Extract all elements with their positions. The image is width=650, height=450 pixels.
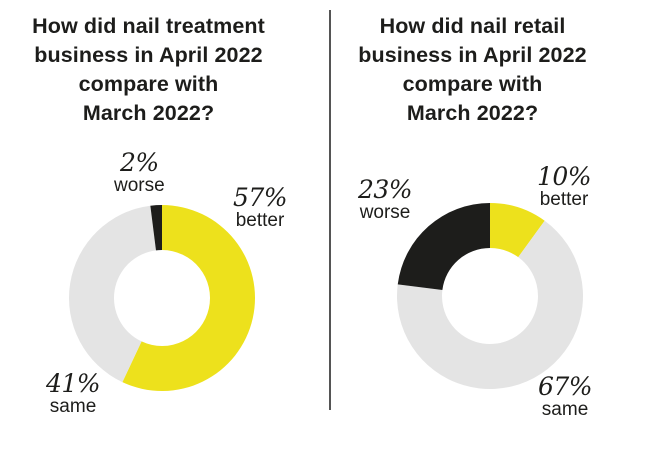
treatment-worse-text: worse: [114, 175, 165, 196]
retail-worse-value: 23%: [358, 175, 413, 204]
retail-better-label: 10% better: [537, 162, 592, 210]
treatment-chart-panel: How did nail treatment business in April…: [32, 14, 288, 417]
retail-worse-text: worse: [359, 202, 411, 223]
treatment-slice-better: [122, 205, 256, 392]
retail-donut-chart: [397, 203, 583, 389]
treatment-worse-label: 2% worse: [114, 150, 165, 196]
retail-same-value: 67%: [538, 372, 593, 401]
retail-worse-label: 23% worse: [358, 175, 413, 223]
treatment-same-value: 41%: [46, 369, 101, 398]
treatment-better-label: 57% better: [233, 183, 288, 231]
treatment-better-value: 57%: [233, 183, 288, 212]
retail-same-text: same: [541, 399, 589, 420]
retail-chart-panel: How did nail retail business in April 20…: [326, 0, 650, 450]
treatment-slice-same: [69, 205, 156, 383]
retail-slice-better: [490, 203, 545, 258]
treatment-better-text: better: [235, 210, 285, 231]
retail-slice-same: [397, 220, 583, 389]
treatment-same-label: 41% same: [46, 369, 101, 417]
retail-better-text: better: [539, 189, 589, 210]
treatment-same-text: same: [49, 396, 97, 417]
treatment-donut-chart: [69, 205, 256, 392]
treatment-worse-value: 2%: [120, 148, 159, 177]
retail-chart-title: How did nail retail business in April 20…: [358, 14, 587, 125]
retail-better-value: 10%: [537, 162, 592, 191]
retail-slice-worse: [397, 203, 490, 290]
treatment-slice-worse: [150, 205, 162, 251]
retail-same-label: 67% same: [538, 372, 593, 420]
panel-divider: [329, 10, 331, 410]
treatment-chart-title: How did nail treatment business in April…: [32, 14, 265, 125]
